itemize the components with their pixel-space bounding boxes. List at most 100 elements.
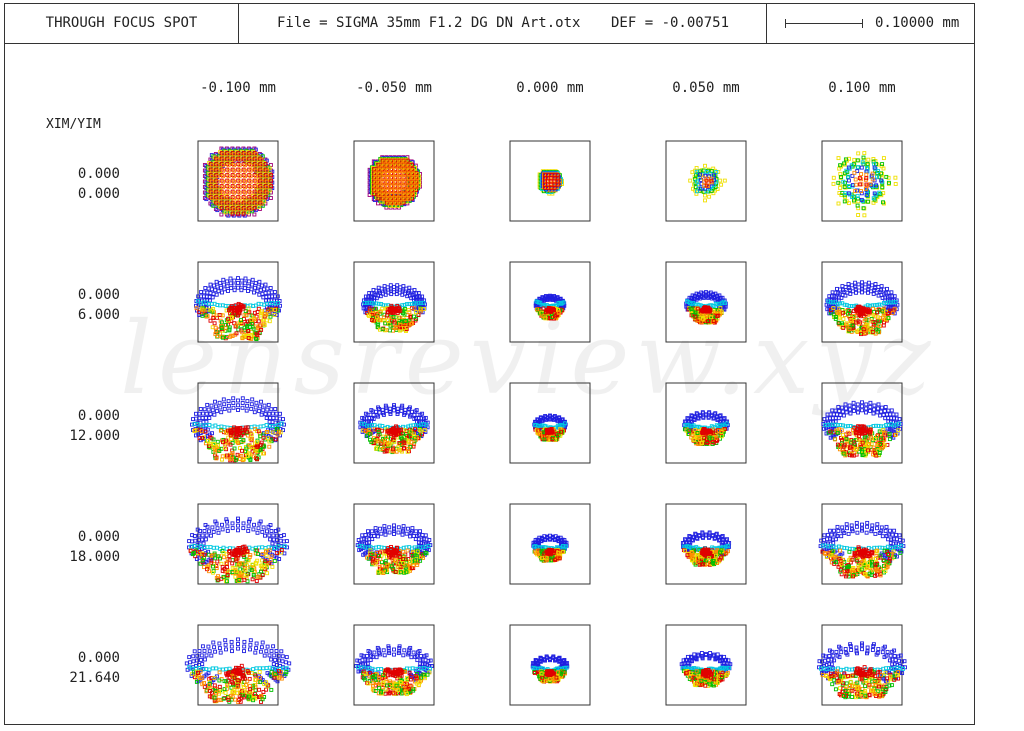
spot-point: [251, 454, 256, 459]
spot-point: [876, 406, 880, 411]
spot-point: [854, 290, 858, 295]
spot-point: [383, 292, 388, 297]
spot-point: [407, 301, 412, 306]
spot-point: [850, 173, 855, 178]
spot-point: [377, 180, 382, 185]
spot-point: [254, 163, 259, 168]
spot-point: [221, 277, 226, 282]
spot-point: [860, 286, 864, 291]
spot-cell: [665, 261, 747, 343]
spot-point: [864, 406, 869, 411]
spot-point: [698, 315, 703, 320]
spot-point: [232, 157, 237, 162]
spot-point: [829, 306, 834, 310]
spot-point: [215, 185, 220, 190]
spot-point: [210, 179, 215, 184]
spot-point: [380, 327, 385, 332]
spot-point: [881, 166, 886, 171]
spot-point: [698, 320, 703, 325]
spot-point: [855, 194, 860, 199]
spot-point: [227, 328, 232, 333]
spot-point: [222, 406, 227, 411]
spot-point: [249, 402, 254, 407]
spot-point: [237, 179, 242, 184]
spot-point: [232, 163, 237, 168]
spot-point: [220, 290, 224, 295]
spot-point: [262, 312, 267, 316]
spot-point: [256, 204, 261, 209]
scale-bar: [785, 19, 863, 28]
spot-point: [849, 163, 854, 168]
spot-point: [226, 403, 231, 408]
spot-point: [711, 319, 716, 323]
spot-point: [861, 206, 866, 211]
spot-point: [390, 172, 395, 176]
spot-point: [253, 405, 258, 410]
spot-point: [205, 402, 210, 407]
spot-point: [259, 163, 264, 168]
spot-point: [383, 321, 388, 326]
spot-point: [215, 174, 220, 179]
spot-point: [217, 313, 222, 317]
spot-point: [243, 201, 248, 206]
focus-offset-label: 0.050 mm: [672, 80, 740, 96]
spot-point: [243, 168, 248, 173]
spot-point: [268, 415, 273, 420]
spot-point: [714, 169, 719, 174]
spot-point: [214, 279, 219, 284]
spot-point: [406, 172, 411, 176]
spot-point: [268, 314, 273, 319]
spot-point: [217, 400, 222, 405]
spot-point: [856, 282, 861, 287]
spot-point: [843, 157, 848, 162]
spot-point: [701, 295, 706, 300]
spot-point: [258, 288, 263, 293]
spot-point: [243, 174, 248, 179]
spot-point: [208, 318, 213, 323]
spot-point: [872, 407, 876, 412]
spot-point: [243, 207, 248, 212]
spot-point: [879, 409, 884, 414]
spot-point: [866, 284, 871, 289]
spot-point: [226, 152, 231, 157]
spot-point: [390, 167, 395, 172]
spot-point: [381, 303, 386, 308]
spot-point: [835, 412, 839, 417]
spot-point: [872, 403, 877, 408]
spot-point: [243, 163, 248, 168]
spot-point: [412, 306, 417, 311]
spot-point: [886, 416, 891, 421]
spot-point: [270, 411, 275, 416]
spot-point: [194, 306, 199, 311]
spot-point: [844, 410, 849, 415]
spot-point: [694, 191, 699, 196]
spot-point: [875, 174, 880, 179]
spot-point: [210, 408, 215, 413]
spot-point: [258, 404, 263, 409]
spot-point: [851, 400, 856, 405]
spot-point: [222, 425, 227, 430]
spot-point: [402, 302, 407, 307]
spot-point: [705, 313, 710, 318]
spot-point: [239, 278, 244, 283]
spot-point: [879, 284, 884, 289]
spot-point: [243, 179, 248, 184]
spot-point: [206, 407, 211, 412]
spot-point: [201, 308, 206, 313]
spot-point: [373, 172, 378, 176]
spot-point: [414, 301, 419, 306]
spot-point: [842, 184, 847, 189]
spot-point: [880, 162, 885, 167]
spot-point: [377, 188, 382, 193]
spot-point: [866, 290, 870, 295]
spot-point: [831, 181, 836, 186]
spot-point: [271, 416, 276, 420]
spot-point: [385, 167, 390, 172]
spot-point: [267, 419, 272, 424]
spot-point: [237, 190, 242, 195]
spot-point: [409, 296, 414, 301]
spot-point: [390, 188, 395, 193]
spot-point: [273, 307, 277, 312]
spot-point: [268, 286, 273, 290]
spot-point: [871, 411, 876, 416]
